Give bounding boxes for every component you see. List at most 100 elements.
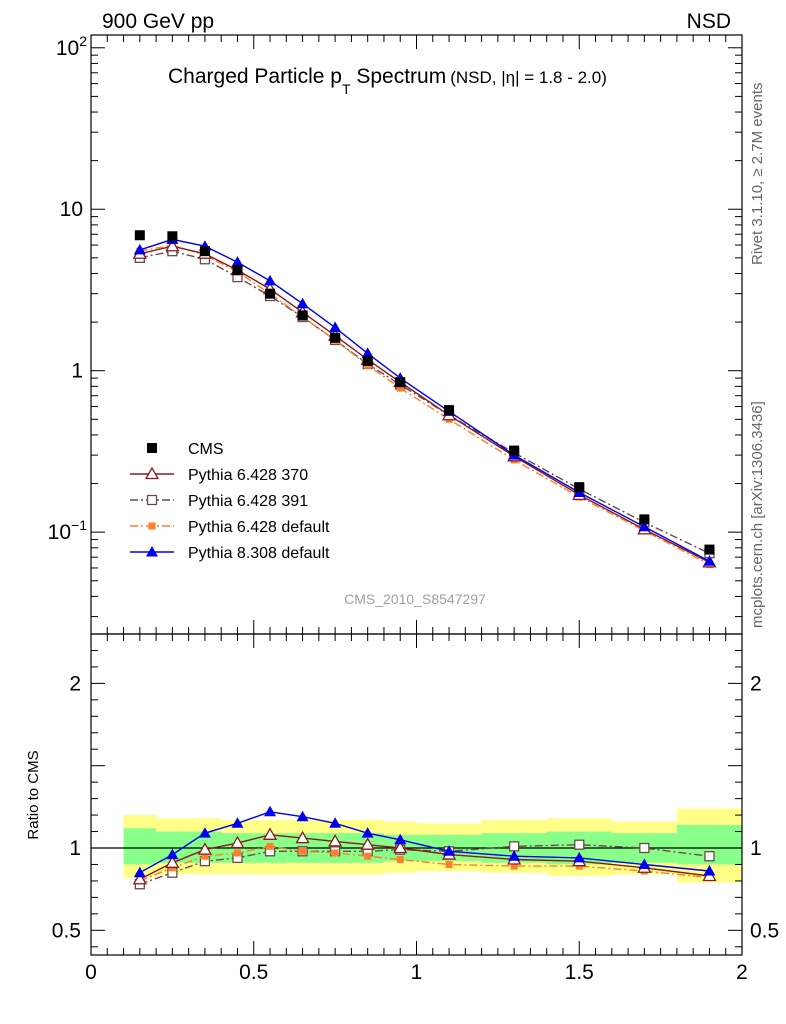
legend-marker [147, 443, 157, 453]
main-pythia6_370-point [165, 238, 180, 252]
ratio-pythia6_370-point [197, 842, 213, 855]
ratio-pythia6_370-point [230, 835, 245, 849]
y-tick-label: 102 [56, 33, 87, 60]
legend-label: CMS [188, 441, 224, 458]
ratio-pythia6_default-point [233, 849, 241, 857]
ratio-pythia8_default-point [198, 827, 211, 838]
main-cms-point [444, 405, 455, 416]
ratio-axes: 2 21 10.5 0.50 0.5 1 1.5 2 [52, 633, 779, 984]
legend-label: Pythia 6.428 370 [188, 467, 308, 484]
main-pythia8_default-point [329, 321, 342, 333]
ratio-pythia6_370-line [139, 834, 710, 880]
ratio-pythia8_default-line [139, 811, 710, 874]
ratio-pythia6_370-point [328, 834, 343, 847]
ratio-pythia8_default-point [638, 858, 651, 869]
main-cms-point [574, 482, 585, 493]
main-pythia8_default-point [264, 274, 277, 286]
ratio-plot-area [91, 805, 742, 890]
ratio-pythia6_370-point [360, 837, 375, 850]
legend-marker [144, 466, 160, 480]
main-cms-point [639, 514, 650, 525]
ratio-pythia6_391-point [574, 839, 585, 850]
x-tick-label: 0.5 [239, 961, 268, 984]
main-cms-point [330, 332, 341, 343]
y-tick-label: 0.5 [52, 919, 81, 942]
legend-marker [146, 546, 158, 557]
main-cms-point [167, 231, 178, 242]
main-cms-point [297, 310, 308, 321]
ratio-pythia8_default-point [508, 850, 521, 861]
main-cms-point [362, 355, 373, 366]
ratio-pythia6_370-point [132, 871, 147, 885]
ratio-pythia8_default-point [703, 865, 716, 876]
main-cms-point [704, 544, 715, 555]
watermark: CMS_2010_S8547297 [344, 591, 486, 607]
main-pythia8_default-point [638, 520, 651, 532]
y-tick-label: 10−1 [48, 517, 88, 544]
main-cms-point [199, 246, 210, 257]
title-main: Charged Particle p [168, 65, 342, 88]
x-tick-label: 0 [85, 961, 97, 984]
ratio-pythia6_370-point [165, 855, 180, 868]
ratio-frame [90, 633, 743, 956]
y-tick-label-right: 0.5 [750, 919, 779, 942]
y-tick-label: 1 [69, 837, 81, 860]
legend-marker [148, 522, 156, 530]
y-tick-label-right: 1 [750, 837, 762, 860]
x-tick-label: 1.5 [565, 961, 594, 984]
ratio-ylabel: Ratio to CMS [25, 750, 42, 839]
ratio-pythia6_391-point [639, 842, 650, 854]
ratio-pythia8_default-point [296, 810, 309, 822]
ratio-pythia6_370-point [262, 827, 278, 840]
ratio-pythia8_default-point [394, 833, 407, 845]
x-tick-label: 2 [736, 961, 748, 984]
ratio-pythia6_391-point [704, 851, 715, 862]
header-right: NSD [687, 10, 731, 33]
main-pythia8_default-line [139, 238, 710, 562]
ratio-pythia8_default-point [133, 866, 146, 878]
main-cms-point [509, 445, 520, 456]
main-pythia8_default-point [361, 347, 374, 358]
y-tick-label: 1 [71, 360, 83, 383]
header-left: 900 GeV pp [102, 10, 214, 33]
legend: CMS Pythia 6.428 370 Pythia 6.428 391 Pythi… [130, 441, 330, 562]
y-tick-label-right: 2 [750, 672, 762, 695]
ratio-pythia8_default-point [443, 845, 456, 856]
title-sub: T [342, 81, 351, 97]
main-pythia8_default-point [703, 555, 716, 566]
main-cms-point [134, 230, 145, 241]
legend-label: Pythia 6.428 default [188, 519, 330, 536]
uncertainty-band-inner [123, 828, 157, 865]
legend-marker [146, 494, 158, 506]
y-tick-label: 10 [60, 198, 83, 221]
main-pythia6_default-line [139, 244, 710, 566]
legend-label: Pythia 8.308 default [188, 545, 330, 562]
legend-label: Pythia 6.428 391 [188, 493, 308, 510]
ratio-pythia8_default-point [329, 817, 342, 828]
ratio-pythia6_default-point [396, 856, 404, 864]
ratio-pythia8_default-point [573, 851, 586, 863]
main-pythia8_default-point [231, 256, 244, 267]
main-axes: 102 10 1 10−1 [48, 33, 743, 634]
ratio-pythia6_default-point [445, 860, 453, 868]
x-tick-label: 1 [411, 961, 423, 984]
title-qualifier: (NSD, |η| = 1.8 - 2.0) [450, 68, 607, 87]
ratio-pythia6_370-point [393, 840, 408, 854]
main-pythia6_default-point [396, 384, 404, 392]
ratio-pythia8_default-point [361, 827, 374, 838]
main-pythia8_default-point [296, 297, 309, 309]
main-plot-area [132, 230, 717, 569]
main-panel: 102 10 1 10−1 Charged Particle pT Spectrum(… [48, 33, 743, 635]
main-pythia6_370-line [139, 245, 710, 564]
main-cms-point [265, 288, 276, 299]
ratio-pythia8_default-point [231, 817, 244, 828]
ratio-pythia6_default-point [331, 849, 339, 857]
ratio-pythia8_default-point [264, 805, 277, 817]
ratio-pythia8_default-point [166, 848, 179, 860]
ratio-pythia6_default-line [139, 845, 710, 882]
ratio-pythia6_default-point [364, 852, 372, 860]
main-cms-point [232, 265, 243, 276]
ratio-pythia6_391-line [139, 843, 710, 885]
mcplots-label: mcplots.cern.ch [arXiv:1306.3436] [749, 401, 766, 628]
